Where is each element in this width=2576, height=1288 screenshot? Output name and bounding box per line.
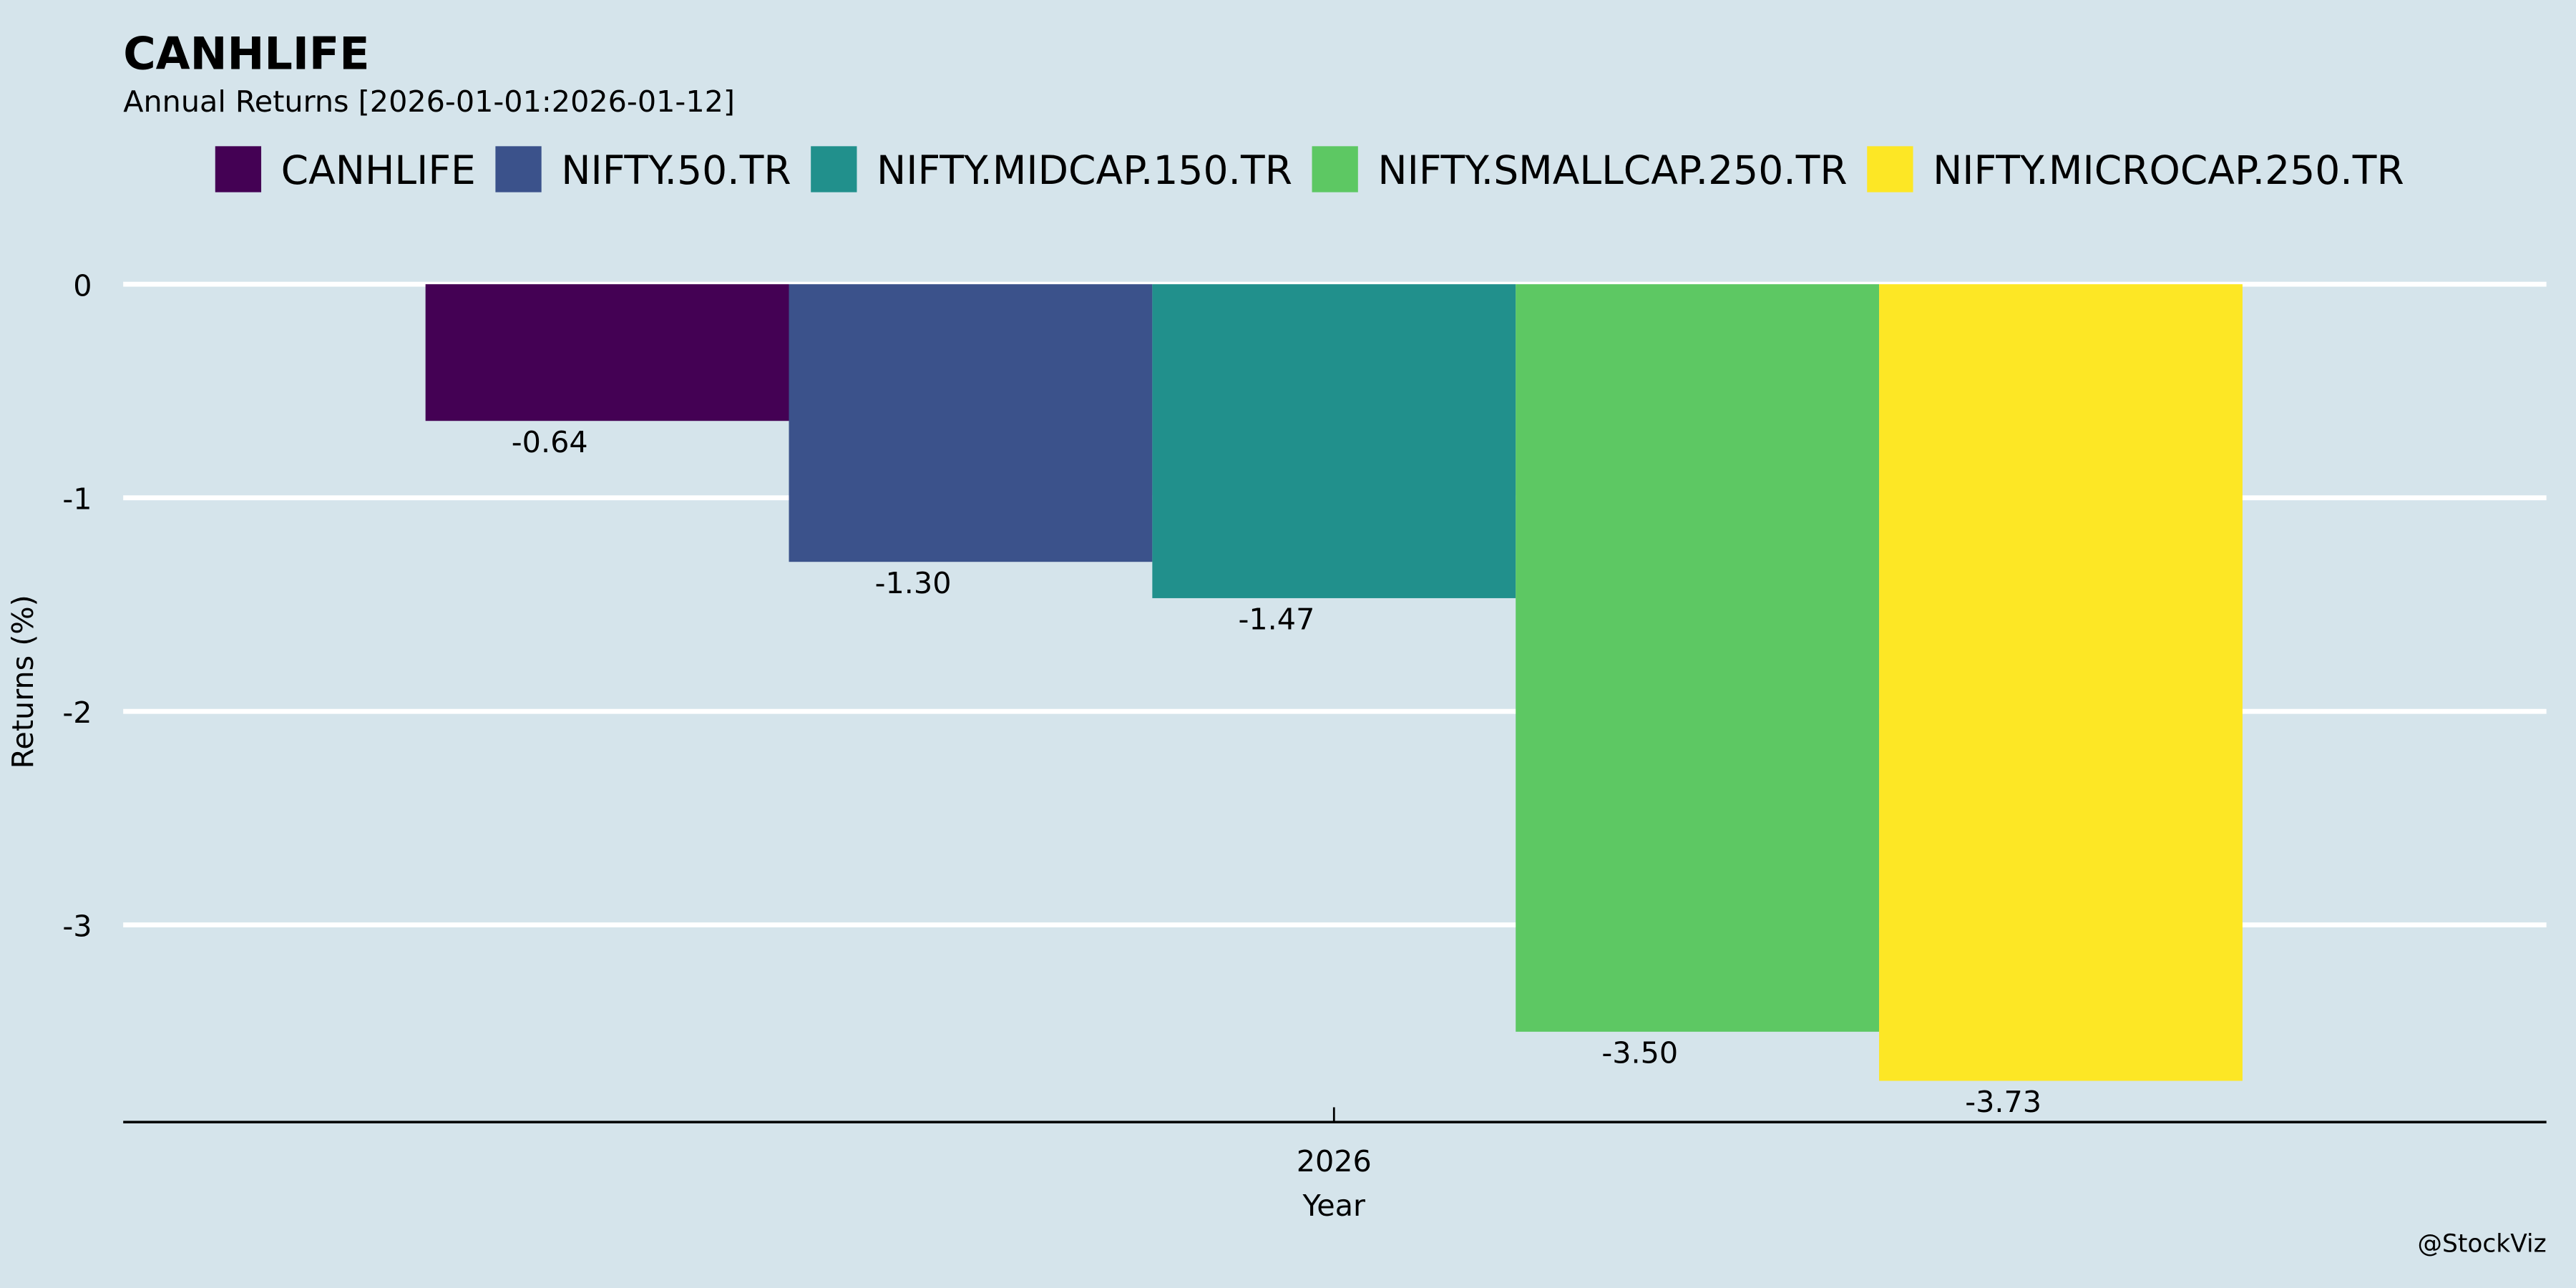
y-axis-title: Returns (%) (6, 595, 40, 769)
legend-label: NIFTY.50.TR (561, 147, 791, 193)
legend-item: NIFTY.50.TR (495, 146, 791, 193)
x-axis-title: Year (1302, 1189, 1365, 1223)
bar-nifty-midcap-150-tr (1152, 284, 1516, 598)
data-label: -3.73 (1965, 1085, 2041, 1119)
legend-item: CANHLIFE (215, 146, 476, 193)
legend-item: NIFTY.MICROCAP.250.TR (1867, 146, 2404, 193)
data-label: -1.47 (1238, 602, 1314, 637)
y-tick-labels: 0 -1 -2 -3 (62, 268, 92, 943)
y-tick-label: 0 (73, 268, 92, 303)
legend-swatch (1867, 146, 1913, 192)
data-label: -0.64 (512, 425, 588, 459)
caption: @StockViz (2418, 1229, 2547, 1258)
y-tick-label: -2 (62, 696, 92, 730)
legend-label: NIFTY.MICROCAP.250.TR (1933, 147, 2404, 193)
legend-swatch (1312, 146, 1358, 192)
legend-item: NIFTY.MIDCAP.150.TR (811, 146, 1292, 193)
bar-nifty-microcap-250-tr (1879, 284, 2243, 1081)
y-tick-label: -1 (62, 482, 92, 517)
chart-subtitle: Annual Returns [2026-01-01:2026-01-12] (123, 84, 735, 119)
data-label: -1.30 (875, 566, 952, 600)
x-tick-label: 2026 (1297, 1144, 1372, 1179)
chart-title: CANHLIFE (123, 27, 369, 79)
y-tick-label: -3 (62, 909, 92, 944)
bars (425, 284, 2243, 1081)
legend-swatch (811, 146, 857, 192)
data-labels: -0.64 -1.30 -1.47 -3.50 -3.73 (512, 425, 2041, 1119)
bar-nifty-50-tr (789, 284, 1153, 562)
data-label: -3.50 (1601, 1035, 1678, 1070)
legend-label: NIFTY.SMALLCAP.250.TR (1377, 147, 1847, 193)
legend-swatch (495, 146, 542, 192)
legend-label: CANHLIFE (281, 147, 476, 193)
legend-item: NIFTY.SMALLCAP.250.TR (1312, 146, 1848, 193)
bar-nifty-smallcap-250-tr (1516, 284, 1880, 1032)
legend-swatch (215, 146, 262, 192)
bar-canhlife (425, 284, 789, 421)
legend-label: NIFTY.MIDCAP.150.TR (877, 147, 1292, 193)
legend: CANHLIFE NIFTY.50.TR NIFTY.MIDCAP.150.TR NI… (215, 146, 2404, 193)
